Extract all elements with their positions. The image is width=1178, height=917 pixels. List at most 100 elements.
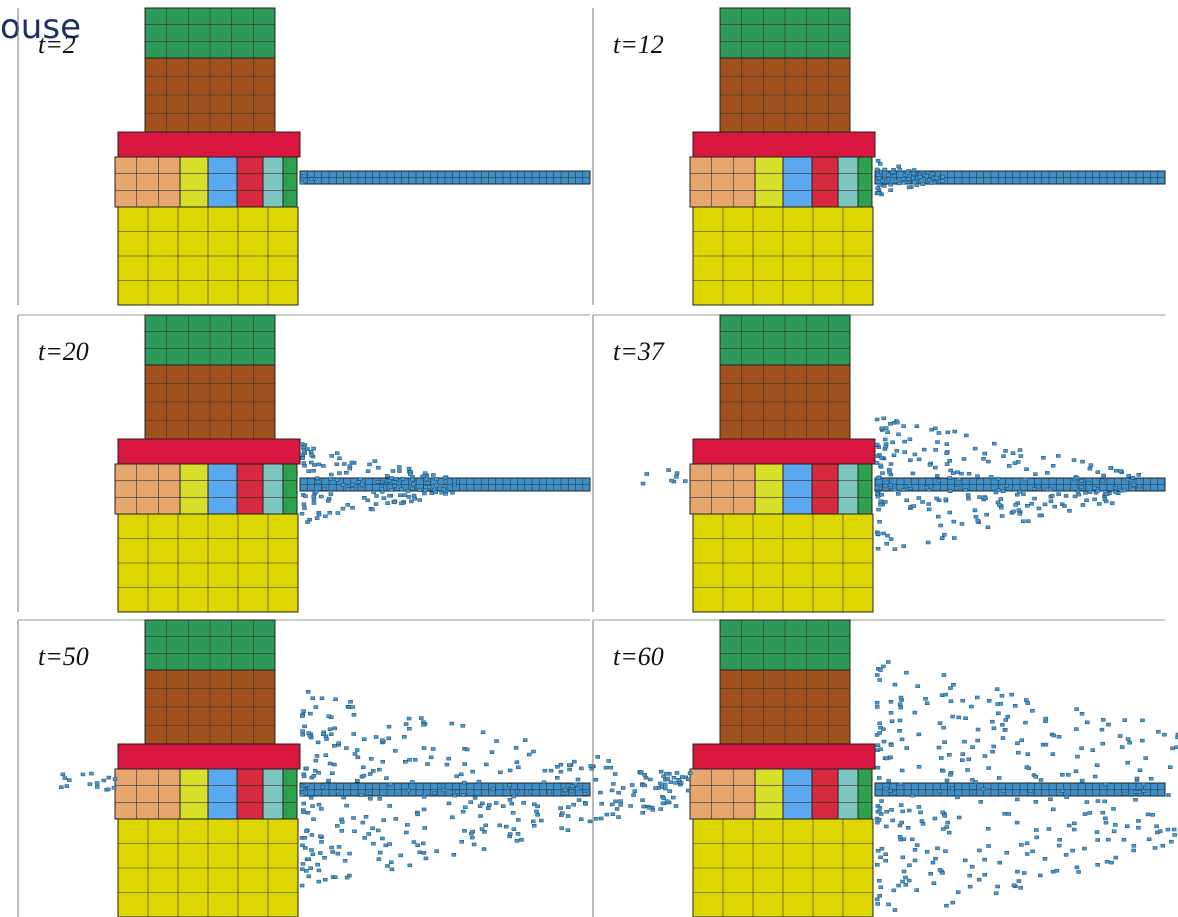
- debris: [996, 477, 1000, 480]
- debris: [461, 810, 465, 813]
- block: [237, 157, 263, 207]
- debris: [570, 785, 574, 788]
- debris: [935, 497, 939, 500]
- debris: [584, 802, 588, 805]
- debris: [516, 766, 520, 769]
- debris: [388, 843, 392, 846]
- debris: [977, 849, 981, 852]
- debris: [508, 833, 512, 836]
- debris: [956, 891, 960, 894]
- debris: [959, 472, 963, 475]
- debris: [878, 731, 882, 734]
- debris: [908, 438, 912, 441]
- debris: [880, 472, 884, 475]
- debris: [904, 671, 908, 674]
- block: [690, 157, 755, 207]
- debris: [889, 711, 893, 714]
- debris: [1076, 490, 1080, 493]
- debris: [906, 826, 910, 829]
- debris: [986, 827, 990, 830]
- debris: [641, 482, 645, 485]
- debris: [951, 683, 955, 686]
- debris: [875, 455, 879, 458]
- debris: [878, 503, 882, 506]
- debris: [315, 754, 319, 757]
- debris: [314, 490, 318, 493]
- debris: [1001, 790, 1005, 793]
- debris: [418, 489, 422, 492]
- debris: [1018, 512, 1022, 515]
- debris: [301, 733, 305, 736]
- debris: [875, 673, 879, 676]
- debris: [671, 796, 675, 799]
- debris: [312, 447, 316, 450]
- debris: [1131, 476, 1135, 479]
- debris: [310, 833, 314, 836]
- debris: [407, 467, 411, 470]
- debris: [893, 909, 897, 912]
- debris: [1017, 880, 1021, 883]
- block: [263, 464, 283, 514]
- debris: [337, 457, 341, 460]
- block: [208, 464, 237, 514]
- debris: [1097, 502, 1101, 505]
- debris: [920, 820, 924, 823]
- debris: [575, 787, 579, 790]
- debris: [514, 746, 518, 749]
- block: [237, 464, 263, 514]
- debris: [898, 824, 902, 827]
- debris: [900, 738, 904, 741]
- debris: [648, 806, 652, 809]
- debris: [406, 490, 410, 493]
- debris: [1169, 840, 1173, 843]
- debris: [1001, 490, 1005, 493]
- debris: [374, 503, 378, 506]
- debris: [1072, 828, 1076, 831]
- debris: [1067, 509, 1071, 512]
- debris: [303, 495, 307, 498]
- debris: [377, 858, 381, 861]
- debris: [957, 478, 961, 481]
- debris: [107, 776, 111, 779]
- debris: [913, 848, 917, 851]
- debris: [362, 738, 366, 741]
- debris: [948, 459, 952, 462]
- debris: [1125, 478, 1129, 481]
- debris: [459, 773, 463, 776]
- debris: [328, 762, 332, 765]
- debris: [1015, 870, 1019, 873]
- debris: [455, 775, 459, 778]
- debris: [1081, 504, 1085, 507]
- debris: [307, 470, 311, 473]
- debris: [301, 446, 305, 449]
- block: [783, 464, 812, 514]
- debris: [397, 469, 401, 472]
- debris: [877, 810, 881, 813]
- debris: [1085, 721, 1089, 724]
- debris: [542, 781, 546, 784]
- block: [283, 157, 297, 207]
- debris: [619, 803, 623, 806]
- debris: [1019, 455, 1023, 458]
- debris: [312, 774, 316, 777]
- block: [693, 132, 875, 157]
- debris: [1103, 498, 1107, 501]
- debris: [403, 494, 407, 497]
- debris: [304, 830, 308, 833]
- debris: [899, 706, 903, 709]
- debris: [1019, 886, 1023, 889]
- debris: [1062, 505, 1066, 508]
- debris: [973, 509, 977, 512]
- debris: [962, 457, 966, 460]
- debris: [917, 805, 921, 808]
- debris: [305, 783, 309, 786]
- debris: [904, 876, 908, 879]
- block: [693, 744, 875, 769]
- debris: [907, 186, 911, 189]
- sim-panel: t=2: [18, 8, 590, 305]
- debris: [1016, 460, 1020, 463]
- block: [812, 464, 838, 514]
- debris: [878, 669, 882, 672]
- debris: [876, 532, 880, 535]
- debris: [329, 733, 333, 736]
